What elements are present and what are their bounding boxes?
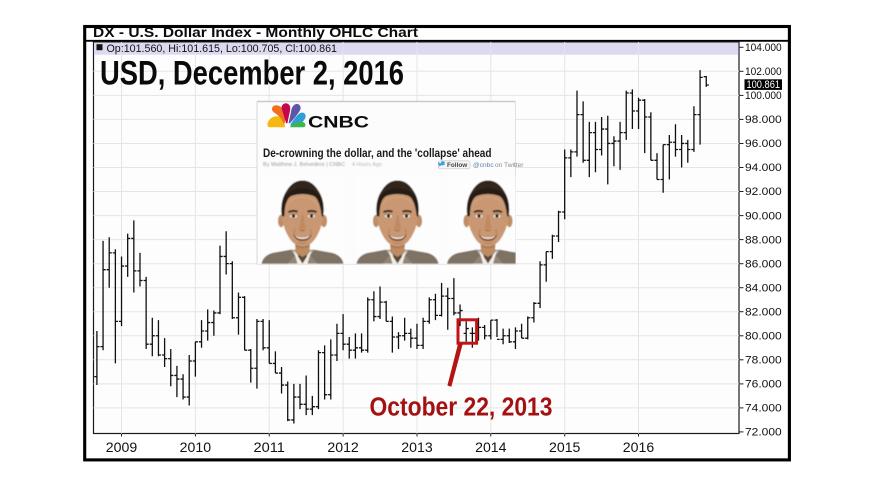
svg-text:CNBC: CNBC [308, 113, 369, 132]
svg-text:78.000: 78.000 [745, 355, 782, 367]
svg-text:2011: 2011 [254, 440, 285, 455]
svg-text:2010: 2010 [180, 440, 212, 455]
svg-text:De-crowning the dollar, and th: De-crowning the dollar, and the 'collaps… [263, 146, 492, 160]
svg-text:102.000: 102.000 [745, 66, 782, 78]
svg-text:2014: 2014 [475, 440, 507, 455]
svg-text:92.000: 92.000 [745, 186, 782, 198]
svg-text:2013: 2013 [401, 440, 432, 455]
svg-text:74.000: 74.000 [745, 403, 782, 415]
svg-text:90.000: 90.000 [745, 210, 782, 222]
svg-text:100.861: 100.861 [747, 79, 781, 91]
svg-text:October 22, 2013: October 22, 2013 [370, 394, 553, 422]
svg-text:2016: 2016 [623, 440, 654, 455]
svg-text:4 Hours Ago: 4 Hours Ago [352, 162, 382, 168]
svg-text:Follow: Follow [447, 162, 467, 169]
svg-text:86.000: 86.000 [745, 258, 782, 270]
svg-text:94.000: 94.000 [745, 162, 782, 174]
svg-text:DX - U.S. Dollar Index - Month: DX - U.S. Dollar Index - Monthly OHLC Ch… [93, 25, 419, 40]
svg-text:2012: 2012 [327, 440, 358, 455]
svg-text:88.000: 88.000 [745, 234, 782, 246]
svg-text:80.000: 80.000 [745, 331, 782, 343]
svg-text:104.000: 104.000 [745, 42, 782, 54]
svg-text:USD, December 2, 2016: USD, December 2, 2016 [100, 55, 404, 93]
svg-text:2009: 2009 [106, 440, 137, 455]
svg-text:By Matthew J. Belvedere | CNBC: By Matthew J. Belvedere | CNBC [263, 162, 345, 168]
svg-text:72.000: 72.000 [745, 427, 782, 439]
svg-text:76.000: 76.000 [745, 379, 782, 391]
svg-text:on Twitter: on Twitter [495, 162, 524, 169]
svg-text:100.000: 100.000 [745, 90, 782, 102]
svg-text:98.000: 98.000 [745, 114, 782, 126]
svg-text:84.000: 84.000 [745, 282, 782, 294]
svg-text:96.000: 96.000 [745, 138, 782, 150]
svg-text:Op:101.560, Hi:101.615, Lo:100: Op:101.560, Hi:101.615, Lo:100.705, Cl:1… [107, 43, 338, 55]
svg-text:@cnbc: @cnbc [473, 162, 494, 169]
svg-text:82.000: 82.000 [745, 306, 782, 318]
svg-text:2015: 2015 [549, 440, 580, 455]
